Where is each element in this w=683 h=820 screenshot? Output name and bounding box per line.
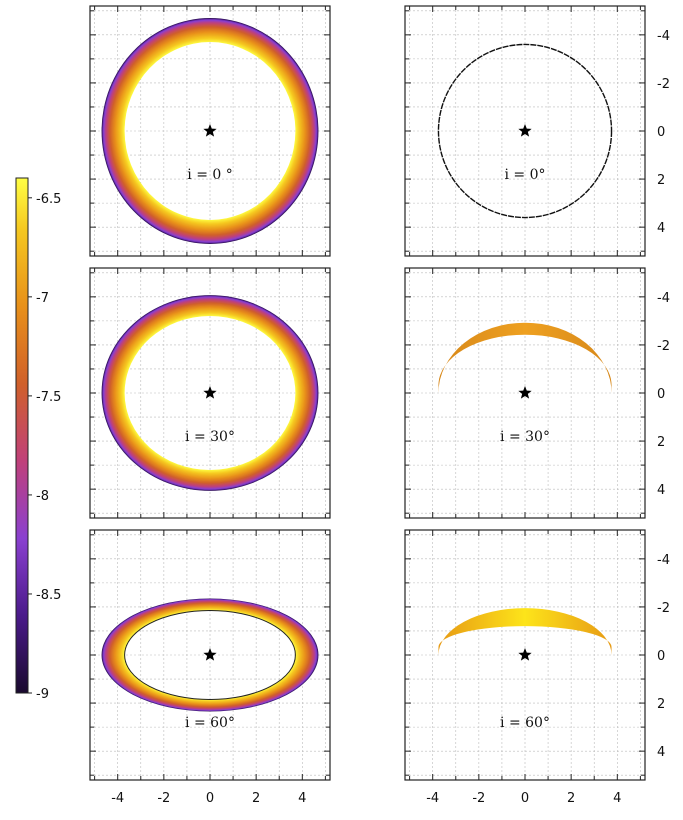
y-tick-label: 4 xyxy=(657,745,665,760)
y-axis-tick-labels: -4 -2 0 2 4 -4 -2 0 2 4 -4 -2 0 2 4 xyxy=(657,29,670,760)
y-tick-label: -2 xyxy=(657,77,670,92)
x-tick-label: -2 xyxy=(157,791,170,806)
x-axis-tick-labels: -4 -2 0 2 4 -4 -2 0 2 4 xyxy=(111,791,621,806)
y-tick-label: 0 xyxy=(657,387,665,402)
panel-grid: i = 0 ° i = 0° i = 30° i = 30° i = 60° i = 60… xyxy=(89,5,646,781)
panel-left-2: i = 60° xyxy=(89,529,331,781)
panel-right-1: i = 30° xyxy=(404,267,646,519)
colorbar-gradient xyxy=(15,177,29,694)
panel-right-0: i = 0° xyxy=(404,5,646,257)
x-tick-label: -2 xyxy=(472,791,485,806)
y-tick-label: -4 xyxy=(657,553,670,568)
y-tick-label: 2 xyxy=(657,697,665,712)
star-icon xyxy=(203,124,217,137)
star-icon xyxy=(518,386,532,399)
panel-right-2: i = 60° xyxy=(404,529,646,781)
y-tick-label: 2 xyxy=(657,173,665,188)
y-tick-label: 0 xyxy=(657,649,665,664)
x-tick-label: 2 xyxy=(252,791,260,806)
panel-label: i = 30° xyxy=(500,429,550,445)
colorbar-tick-label: -9 xyxy=(36,687,49,702)
y-tick-label: -2 xyxy=(657,339,670,354)
colorbar-tick-label: -7 xyxy=(36,291,49,306)
y-tick-label: 4 xyxy=(657,483,665,498)
star-icon xyxy=(518,124,532,137)
x-tick-label: 0 xyxy=(521,791,529,806)
y-tick-label: 0 xyxy=(657,125,665,140)
x-tick-label: 0 xyxy=(206,791,214,806)
panel-label: i = 30° xyxy=(185,429,235,445)
y-tick-label: -4 xyxy=(657,291,670,306)
y-tick-label: -2 xyxy=(657,601,670,616)
x-tick-label: -4 xyxy=(111,791,124,806)
x-tick-label: -4 xyxy=(426,791,439,806)
star-icon xyxy=(203,386,217,399)
star-icon xyxy=(518,648,532,661)
disk-arc xyxy=(438,608,612,655)
panel-left-0: i = 0 ° xyxy=(89,5,331,257)
panel-label: i = 60° xyxy=(185,715,235,731)
x-tick-label: 4 xyxy=(298,791,306,806)
panel-label: i = 0° xyxy=(504,167,545,183)
y-tick-label: 2 xyxy=(657,435,665,450)
disk-arc xyxy=(438,322,612,393)
panel-label: i = 0 ° xyxy=(187,167,232,183)
panel-left-1: i = 30° xyxy=(89,267,331,519)
y-tick-label: 4 xyxy=(657,221,665,236)
colorbar: -6.5 -7 -7.5 -8 -8.5 -9 xyxy=(15,177,61,702)
colorbar-tick-label: -8.5 xyxy=(36,588,61,603)
x-tick-label: 2 xyxy=(567,791,575,806)
panel-label: i = 60° xyxy=(500,715,550,731)
star-icon xyxy=(203,648,217,661)
disk-inner-edge xyxy=(124,610,296,700)
x-tick-label: 4 xyxy=(613,791,621,806)
colorbar-tick-label: -7.5 xyxy=(36,390,61,405)
colorbar-tick-label: -8 xyxy=(36,489,49,504)
colorbar-tick-label: -6.5 xyxy=(36,192,61,207)
y-tick-label: -4 xyxy=(657,29,670,44)
disk-outline xyxy=(437,43,613,219)
